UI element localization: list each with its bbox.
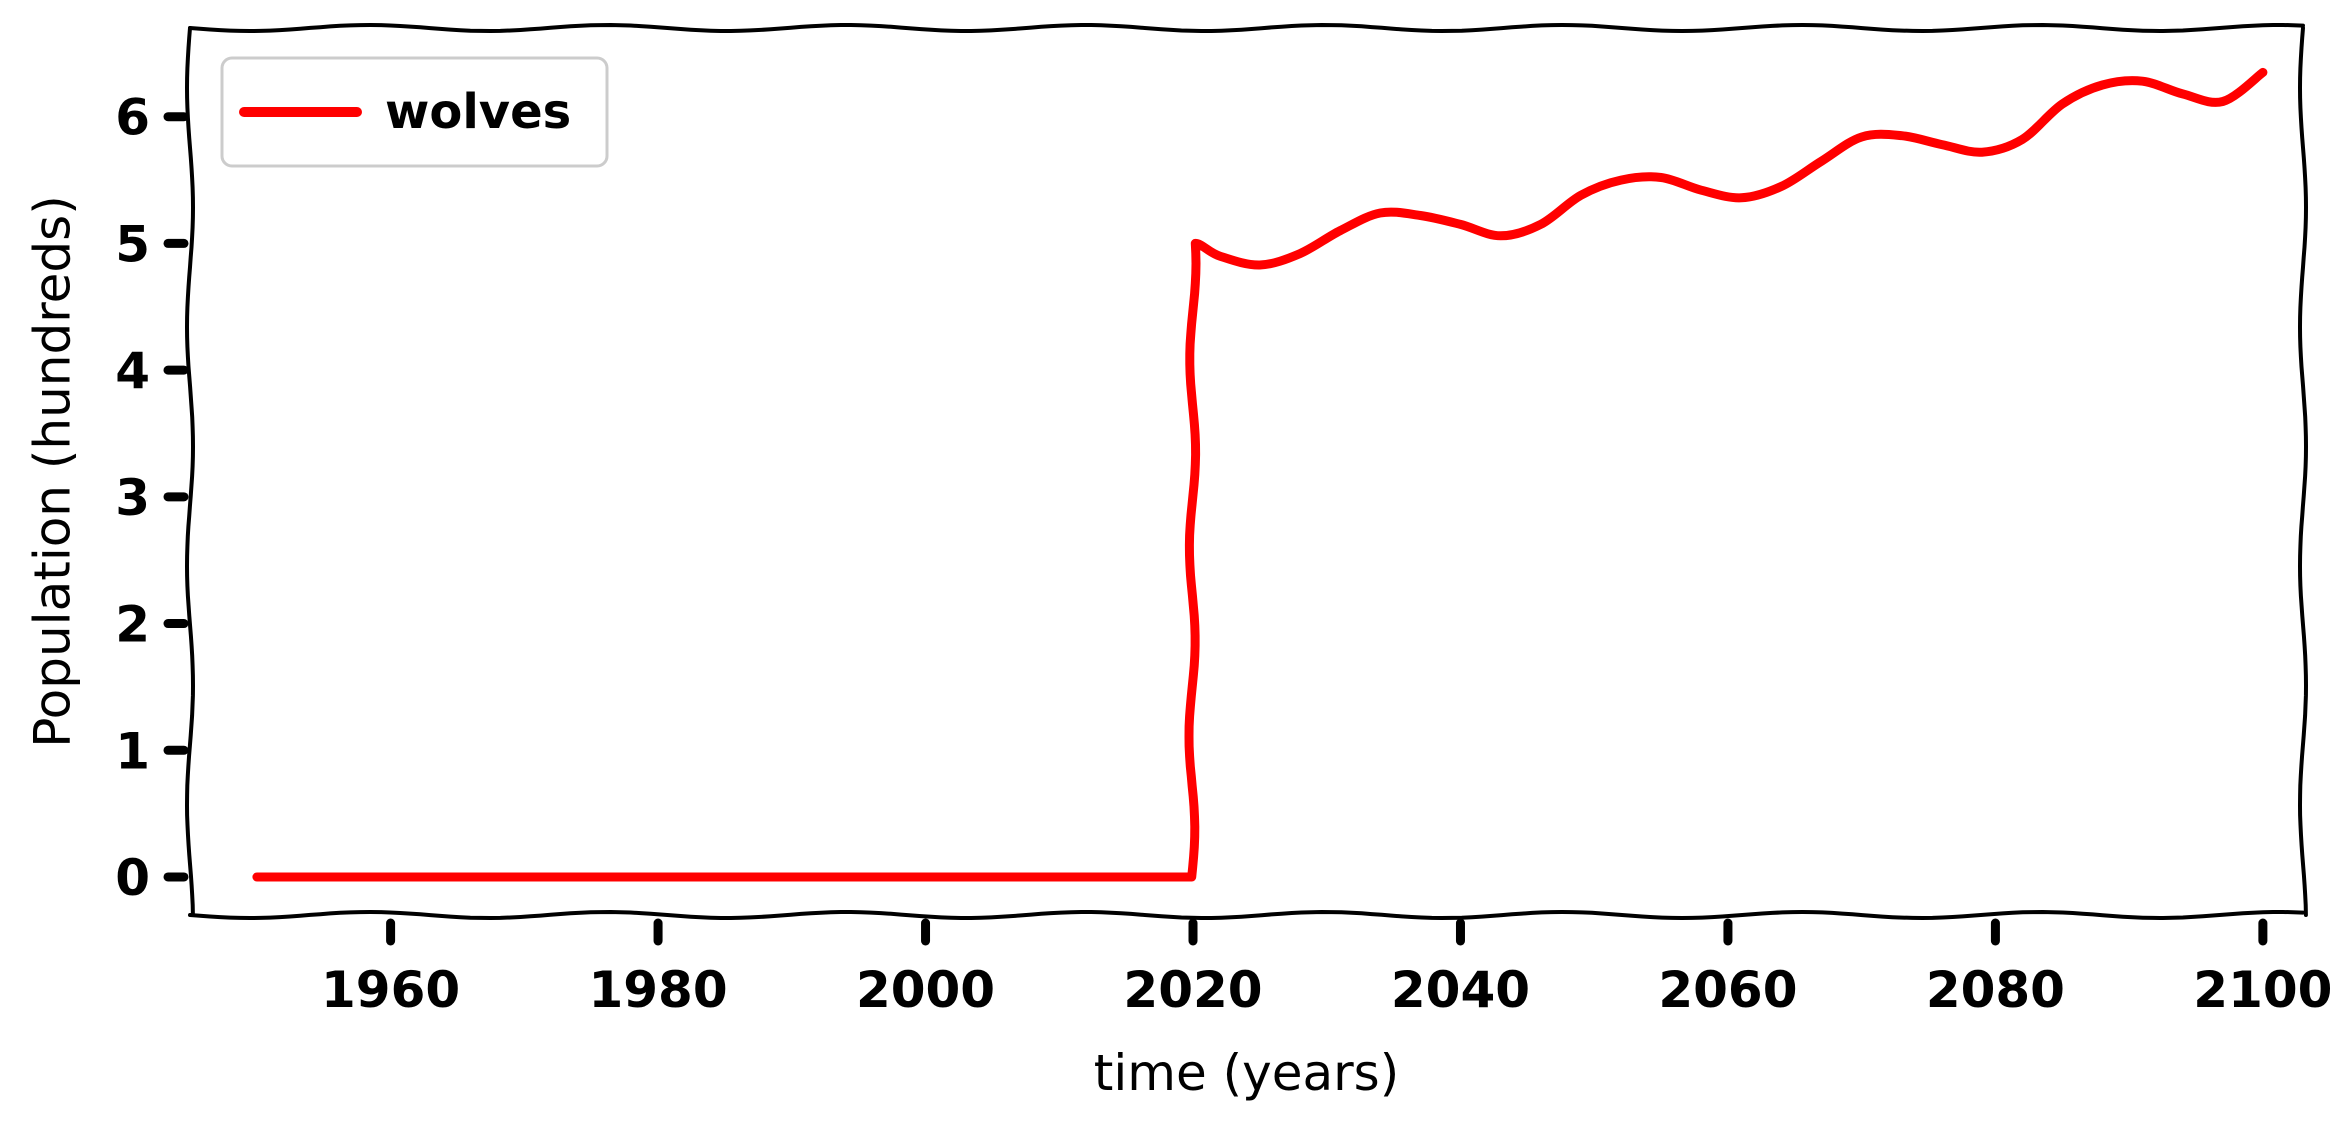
- series-line-wolves: [252, 67, 2268, 882]
- x-tick-label: 1980: [588, 961, 727, 1019]
- x-tick-label: 2060: [1658, 961, 1797, 1019]
- plot-frame: [184, 22, 2309, 921]
- series-layer: [252, 67, 2268, 882]
- x-tick-label: 2000: [856, 961, 995, 1019]
- y-tick-label: 4: [115, 342, 150, 400]
- frame-bottom: [188, 909, 2305, 921]
- y-tick-label: 2: [115, 596, 150, 654]
- legend-box: [220, 56, 609, 168]
- y-tick-label: 5: [115, 215, 150, 273]
- x-axis: 1960 1980 2000 2020 2040 2060 2080 2100: [321, 918, 2332, 1019]
- y-tick-label: 0: [115, 849, 150, 907]
- legend-label-wolves: wolves: [385, 84, 571, 140]
- y-axis-label: Population (hundreds): [24, 195, 82, 747]
- y-tick-label: 1: [115, 722, 150, 780]
- frame-left: [184, 26, 196, 917]
- x-axis-label: time (years): [1094, 1044, 1399, 1102]
- y-tick-label: 6: [115, 89, 150, 147]
- x-tick-label: 2020: [1123, 961, 1262, 1019]
- y-tick-label: 3: [115, 469, 150, 527]
- frame-right: [2297, 26, 2309, 917]
- x-tick-label: 2040: [1391, 961, 1530, 1019]
- y-axis: 0 1 2 3 4 5 6: [115, 89, 189, 907]
- x-tick-label: 2080: [1926, 961, 2065, 1019]
- x-tick-label: 2100: [2193, 961, 2332, 1019]
- legend: wolves: [220, 56, 609, 168]
- x-tick-label: 1960: [321, 961, 460, 1019]
- frame-top: [188, 22, 2305, 34]
